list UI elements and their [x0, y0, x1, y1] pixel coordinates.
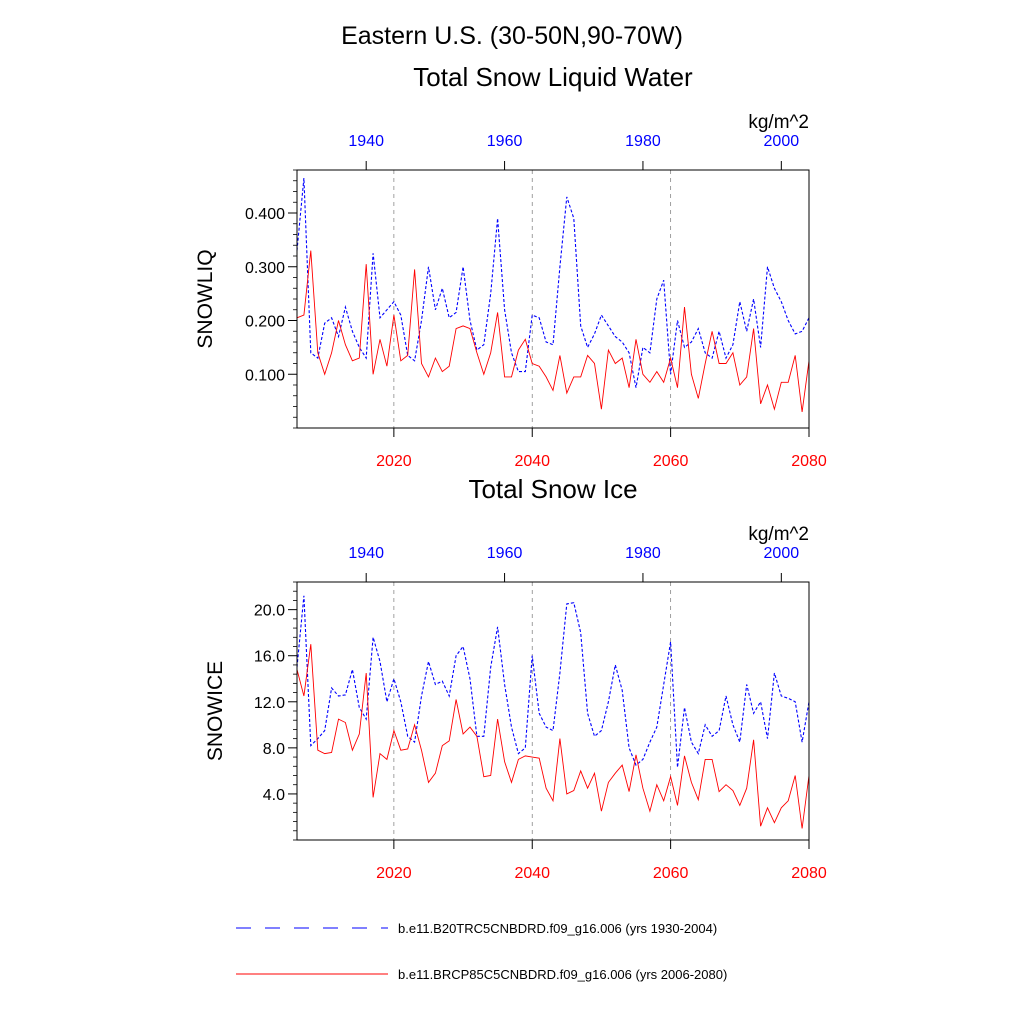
x-bottom-tick-label: 2020 [376, 453, 412, 470]
chart-panel: Total Snow Ice kg/m^2 4.0 8.0 12.0 16.0 20.0 SN… [204, 474, 827, 882]
x-bottom-tick-label: 2040 [514, 453, 550, 470]
y-tick-label: 0.400 [245, 206, 285, 223]
x-top-tick-label: 1960 [487, 133, 523, 150]
x-bottom-tick-label: 2060 [653, 453, 689, 470]
y-tick-label: 0.300 [245, 260, 285, 277]
x-bottom-tick-label: 2020 [376, 865, 412, 882]
series-line-future [296, 644, 810, 829]
series-line-future [296, 250, 810, 412]
chart-title: Total Snow Ice [468, 474, 637, 504]
y-axis-label: SNOWICE [204, 661, 227, 761]
series-line-historical [296, 178, 810, 388]
x-bottom-tick-label: 2080 [791, 865, 827, 882]
legend-label: b.e11.B20TRC5CNBDRD.f09_g16.006 (yrs 193… [398, 921, 717, 936]
x-top-tick-label: 2000 [764, 133, 800, 150]
y-tick-label: 16.0 [254, 649, 285, 666]
x-bottom-tick-label: 2060 [653, 865, 689, 882]
x-top-tick-label: 1940 [348, 133, 384, 150]
legend-label: b.e11.BRCP85C5CNBDRD.f09_g16.006 (yrs 20… [398, 967, 727, 982]
x-top-tick-label: 1940 [348, 545, 384, 562]
y-tick-label: 20.0 [254, 603, 285, 620]
x-top-tick-label: 2000 [764, 545, 800, 562]
panels: Total Snow Liquid Water kg/m^2 0.100 0.200 0… [194, 62, 827, 882]
x-top-tick-label: 1980 [625, 545, 661, 562]
chart-title: Total Snow Liquid Water [413, 62, 693, 92]
y-tick-label: 0.200 [245, 314, 285, 331]
x-top-tick-label: 1960 [487, 545, 523, 562]
units-label: kg/m^2 [748, 524, 809, 545]
x-bottom-tick-label: 2080 [791, 453, 827, 470]
chart-panel: Total Snow Liquid Water kg/m^2 0.100 0.200 0… [194, 62, 827, 470]
y-tick-label: 4.0 [263, 787, 285, 804]
x-bottom-tick-label: 2040 [514, 865, 550, 882]
figure-title: Eastern U.S. (30-50N,90-70W) [341, 22, 683, 50]
series-line-historical [296, 595, 810, 768]
y-axis-label: SNOWLIQ [194, 249, 217, 348]
y-tick-label: 12.0 [254, 695, 285, 712]
x-top-tick-label: 1980 [625, 133, 661, 150]
legend: b.e11.B20TRC5CNBDRD.f09_g16.006 (yrs 193… [236, 921, 727, 982]
y-tick-label: 8.0 [263, 741, 285, 758]
units-label: kg/m^2 [748, 112, 809, 133]
y-tick-label: 0.100 [245, 367, 285, 384]
